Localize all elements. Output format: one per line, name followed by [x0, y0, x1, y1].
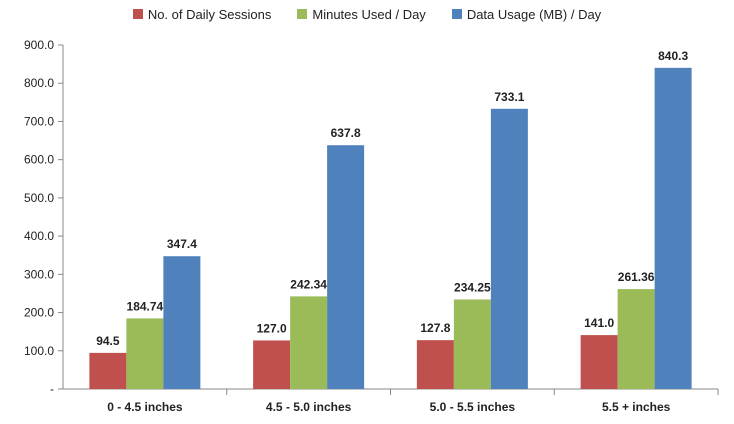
bar	[163, 256, 201, 389]
data-label: 184.74	[127, 299, 164, 313]
legend-item-daily-sessions[interactable]: No. of Daily Sessions	[132, 6, 272, 22]
bar	[253, 340, 291, 389]
data-label: 637.8	[331, 126, 361, 140]
legend-swatch-daily-sessions	[132, 9, 143, 19]
legend-swatch-data-usage	[451, 9, 462, 19]
data-label: 733.1	[494, 90, 524, 104]
data-label: 94.5	[96, 334, 120, 348]
y-tick-label: 400.0	[24, 229, 54, 243]
bar	[327, 145, 365, 389]
bar	[654, 67, 692, 389]
y-tick-label: 600.0	[24, 153, 54, 167]
legend-swatch-minutes-used	[297, 9, 308, 19]
y-tick-label: 800.0	[24, 76, 54, 90]
data-label: 127.8	[420, 321, 450, 335]
y-tick-label: 300.0	[24, 267, 54, 281]
y-tick-label: 100.0	[24, 344, 54, 358]
bar	[490, 108, 528, 389]
legend-label-daily-sessions: No. of Daily Sessions	[147, 6, 272, 22]
data-label: 261.36	[618, 270, 655, 284]
x-category-label: 0 - 4.5 inches	[107, 400, 183, 414]
data-label: 242.34	[290, 277, 327, 291]
legend-label-minutes-used: Minutes Used / Day	[312, 6, 426, 22]
x-category-label: 4.5 - 5.0 inches	[266, 400, 352, 414]
bar	[580, 335, 618, 389]
x-category-label: 5.5 + inches	[602, 400, 671, 414]
y-tick-label: 900.0	[24, 38, 54, 52]
data-label: 234.25	[454, 280, 491, 294]
bar	[126, 318, 164, 389]
legend-item-data-usage[interactable]: Data Usage (MB) / Day	[451, 6, 602, 22]
bar	[453, 299, 491, 389]
data-label: 141.0	[584, 316, 614, 330]
legend-label-data-usage: Data Usage (MB) / Day	[466, 6, 602, 22]
x-category-label: 5.0 - 5.5 inches	[430, 400, 516, 414]
bar	[89, 352, 127, 389]
data-label: 347.4	[167, 237, 197, 251]
legend-item-minutes-used[interactable]: Minutes Used / Day	[297, 6, 426, 22]
chart-legend: No. of Daily Sessions Minutes Used / Day…	[0, 4, 734, 24]
bar	[617, 289, 655, 389]
data-label: 127.0	[257, 321, 287, 335]
data-label: 840.3	[658, 49, 688, 63]
y-tick-label: 500.0	[24, 191, 54, 205]
y-tick-label: -	[50, 382, 54, 396]
bar	[290, 296, 328, 389]
y-tick-label: 200.0	[24, 306, 54, 320]
y-tick-label: 700.0	[24, 114, 54, 128]
bar	[416, 340, 454, 389]
